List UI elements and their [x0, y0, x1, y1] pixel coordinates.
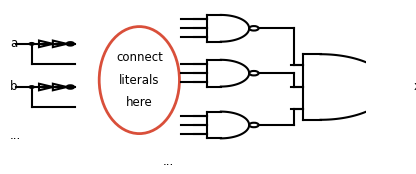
Text: connect: connect: [116, 51, 163, 64]
Text: literals: literals: [119, 74, 160, 87]
Text: a: a: [10, 37, 17, 50]
Circle shape: [29, 43, 34, 45]
Text: x: x: [414, 81, 416, 93]
Circle shape: [29, 86, 34, 88]
Text: ...: ...: [163, 155, 174, 168]
Text: here: here: [126, 96, 153, 109]
Text: b: b: [10, 81, 17, 93]
Text: ...: ...: [10, 129, 21, 142]
